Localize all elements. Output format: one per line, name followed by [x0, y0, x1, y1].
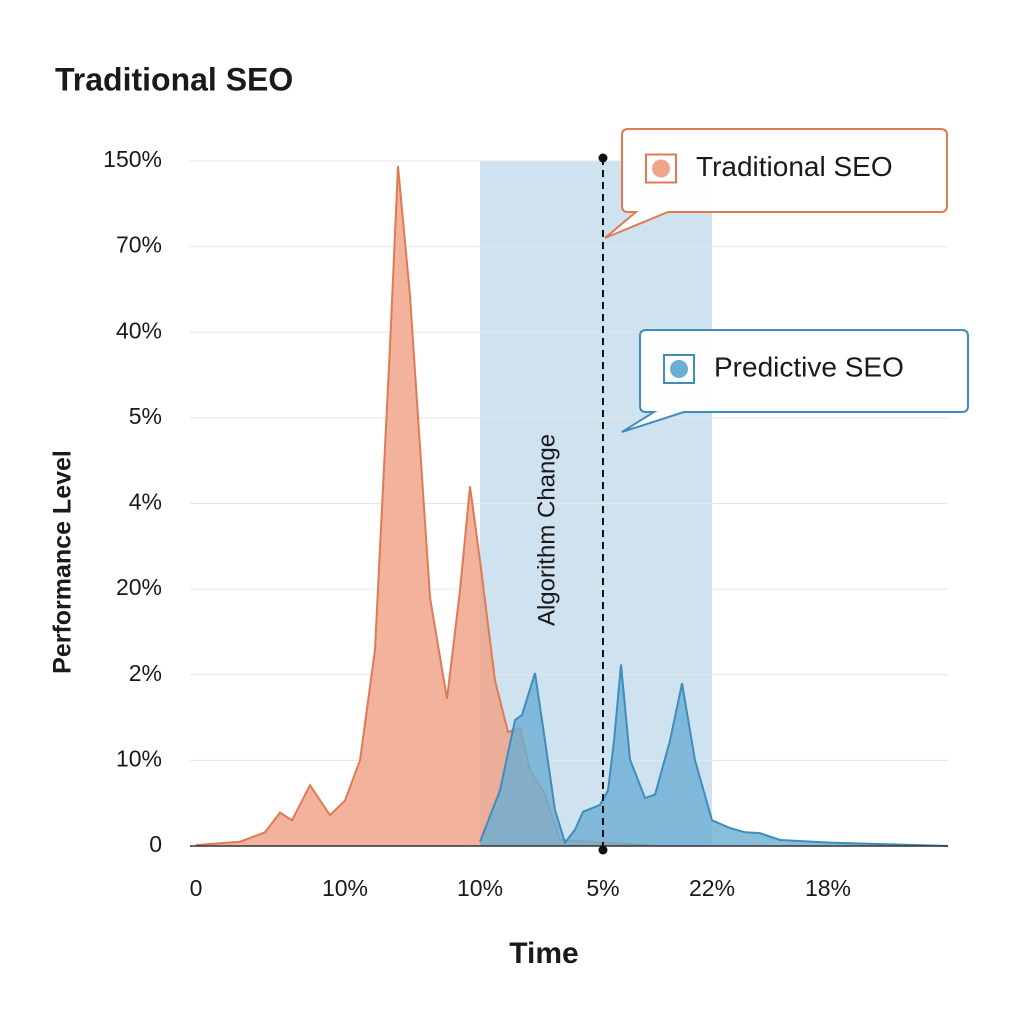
- chart-title: Traditional SEO: [55, 61, 293, 97]
- x-tick-label: 10%: [457, 875, 503, 901]
- legend-label: Predictive SEO: [714, 351, 904, 382]
- legend-label: Traditional SEO: [696, 151, 893, 182]
- x-tick-label: 22%: [689, 875, 735, 901]
- x-tick-label: 18%: [805, 875, 851, 901]
- legend-callout: [604, 128, 948, 239]
- legend-marker: [652, 159, 670, 178]
- y-tick-label: 10%: [116, 745, 162, 771]
- legend-marker: [670, 360, 688, 378]
- y-tick-label: 0: [149, 831, 162, 857]
- y-tick-label: 150%: [103, 146, 162, 172]
- y-tick-label: 40%: [116, 317, 162, 343]
- annotation-dot: [598, 153, 608, 163]
- x-tick-label: 5%: [586, 875, 619, 901]
- legend-callout: [621, 329, 969, 433]
- annotation-label: Algorithm Change: [533, 434, 560, 626]
- x-axis-label: Time: [509, 937, 578, 970]
- y-tick-label: 4%: [129, 489, 162, 515]
- y-tick-label: 20%: [116, 574, 162, 600]
- x-tick-label: 0: [190, 875, 203, 901]
- area: [480, 664, 948, 846]
- y-tick-label: 5%: [129, 403, 162, 429]
- legend-marker-frame: [645, 153, 677, 184]
- annotation-dot: [598, 845, 608, 855]
- line: [479, 664, 949, 847]
- x-tick-label: 10%: [322, 875, 368, 901]
- y-axis-label: Performance Level: [49, 450, 77, 674]
- y-tick-label: 70%: [116, 232, 162, 258]
- y-tick-label: 2%: [129, 660, 162, 686]
